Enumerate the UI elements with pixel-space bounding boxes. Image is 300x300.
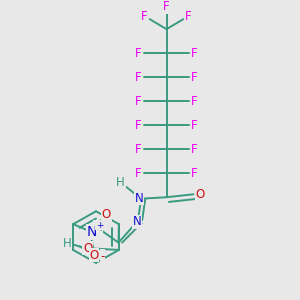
- Text: F: F: [135, 71, 142, 84]
- Text: F: F: [135, 95, 142, 108]
- Text: +: +: [96, 220, 103, 230]
- Text: F: F: [191, 47, 198, 60]
- Text: F: F: [135, 167, 142, 180]
- Text: F: F: [191, 167, 198, 180]
- Text: H: H: [63, 237, 72, 250]
- Text: F: F: [163, 0, 170, 13]
- Text: H: H: [116, 176, 125, 189]
- Text: N: N: [135, 192, 144, 205]
- Text: F: F: [135, 143, 142, 156]
- Text: H: H: [94, 221, 103, 234]
- Text: F: F: [141, 10, 148, 23]
- Text: F: F: [185, 10, 192, 23]
- Text: F: F: [191, 143, 198, 156]
- Text: F: F: [191, 71, 198, 84]
- Text: O: O: [83, 242, 92, 255]
- Text: F: F: [191, 119, 198, 132]
- Text: N: N: [133, 215, 142, 228]
- Text: F: F: [191, 95, 198, 108]
- Text: O: O: [196, 188, 205, 201]
- Text: N: N: [86, 225, 97, 239]
- Text: O: O: [102, 208, 111, 221]
- Text: F: F: [135, 119, 142, 132]
- Text: F: F: [135, 47, 142, 60]
- Text: O: O: [89, 249, 99, 262]
- Text: -: -: [100, 250, 105, 262]
